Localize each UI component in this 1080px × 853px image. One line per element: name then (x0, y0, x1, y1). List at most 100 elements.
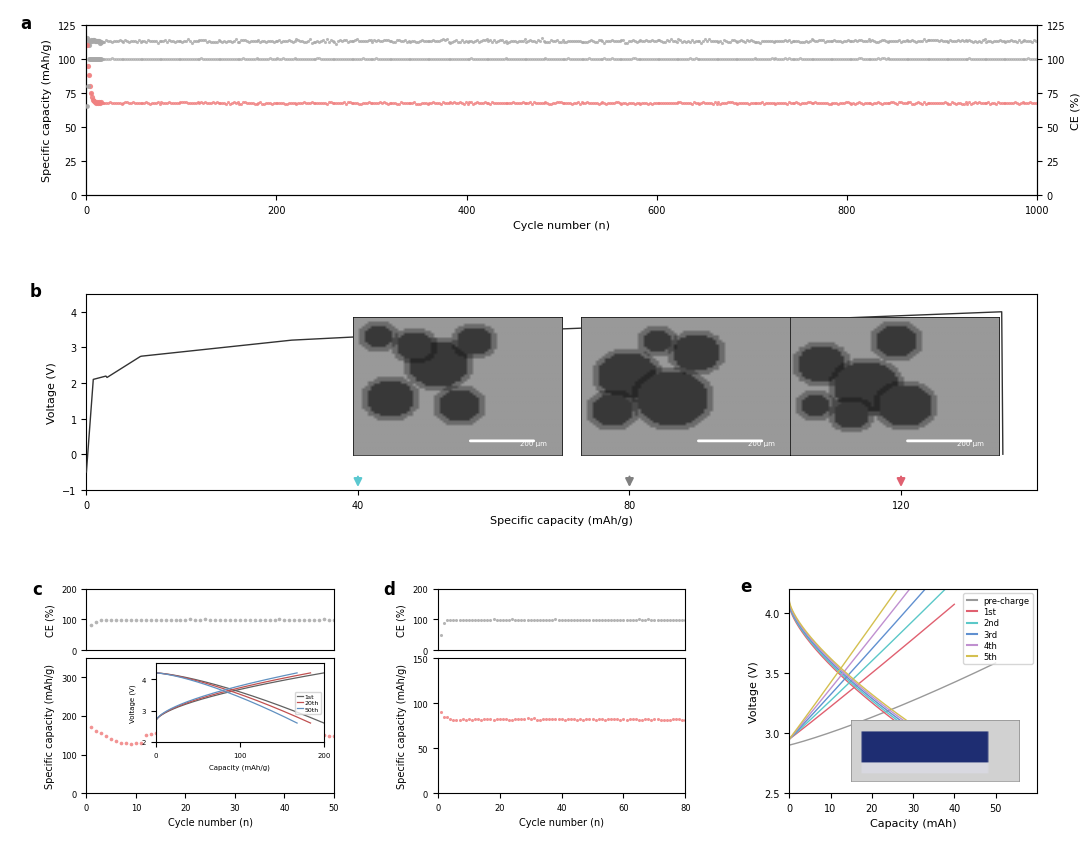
Point (629, 37, 646, 50)
Point (282, 53, 299, 67)
Point (674, 613, 691, 627)
Point (280, 53, 297, 67)
Point (715, 34, 732, 48)
Point (932, 96, 949, 110)
Point (1002, 34, 1020, 48)
Point (921, 97, 939, 111)
Point (126, 35, 144, 49)
Y-axis label: Voltage (V): Voltage (V) (748, 660, 758, 722)
Point (214, 37, 231, 50)
Point (639, 53, 657, 67)
Y-axis label: CE (%): CE (%) (45, 603, 55, 636)
Point (579, 53, 596, 67)
5th (783, 734, 796, 745)
Point (232, 34, 249, 48)
Point (494, 53, 511, 67)
Point (605, 97, 622, 111)
Point (599, 53, 617, 67)
Point (744, 36, 761, 49)
Point (845, 97, 862, 111)
Point (517, 36, 535, 49)
Point (111, 97, 129, 111)
Point (750, 36, 767, 49)
Point (676, 53, 693, 67)
Point (157, 53, 174, 67)
Point (249, 53, 267, 67)
Point (396, 34, 414, 48)
Point (494, 97, 511, 111)
Point (102, 36, 119, 49)
Point (459, 97, 476, 111)
Point (784, 36, 801, 49)
Point (362, 97, 379, 111)
Point (676, 97, 693, 111)
Point (780, 53, 797, 67)
Point (267, 53, 284, 67)
Point (224, 97, 241, 111)
Point (541, 36, 558, 49)
2nd (883, 639, 896, 649)
Point (615, 34, 632, 48)
Point (310, 613, 327, 627)
Point (248, 53, 266, 67)
Point (316, 53, 334, 67)
Point (300, 613, 318, 627)
Point (107, 53, 124, 67)
Point (489, 53, 507, 67)
Point (121, 97, 138, 111)
Point (232, 53, 249, 67)
Point (700, 33, 717, 47)
Point (507, 53, 524, 67)
Point (550, 96, 567, 109)
Point (504, 36, 522, 49)
Point (657, 37, 674, 50)
Point (822, 35, 839, 49)
Point (912, 53, 929, 67)
Point (507, 97, 524, 111)
Point (694, 53, 712, 67)
Point (611, 97, 629, 111)
Point (615, 53, 632, 67)
Point (351, 35, 368, 49)
Point (912, 36, 929, 49)
2nd (883, 639, 896, 649)
Point (332, 34, 349, 48)
Point (647, 36, 664, 49)
Point (651, 53, 669, 67)
Point (424, 34, 442, 48)
Point (612, 98, 630, 112)
Point (661, 613, 678, 627)
2nd (946, 578, 959, 589)
Point (837, 35, 854, 49)
Point (577, 97, 594, 111)
Point (487, 53, 504, 67)
Point (549, 53, 566, 67)
Point (147, 97, 164, 111)
Point (109, 53, 126, 67)
Point (192, 34, 210, 48)
Point (187, 728, 204, 741)
Point (469, 34, 486, 48)
Point (414, 34, 431, 48)
Point (779, 97, 796, 111)
Point (192, 96, 210, 110)
Point (384, 36, 402, 49)
Point (787, 53, 805, 67)
Point (1004, 97, 1022, 111)
Point (444, 36, 461, 49)
Point (216, 53, 233, 67)
Point (645, 35, 662, 49)
Point (329, 35, 347, 49)
Point (482, 97, 499, 111)
Point (546, 97, 564, 111)
Point (634, 96, 651, 110)
Point (206, 97, 224, 111)
Point (929, 34, 946, 48)
Point (415, 35, 432, 49)
Point (234, 96, 252, 110)
Point (417, 35, 434, 49)
3rd (941, 578, 954, 589)
Point (287, 33, 305, 47)
Point (122, 36, 139, 49)
Point (419, 35, 436, 49)
